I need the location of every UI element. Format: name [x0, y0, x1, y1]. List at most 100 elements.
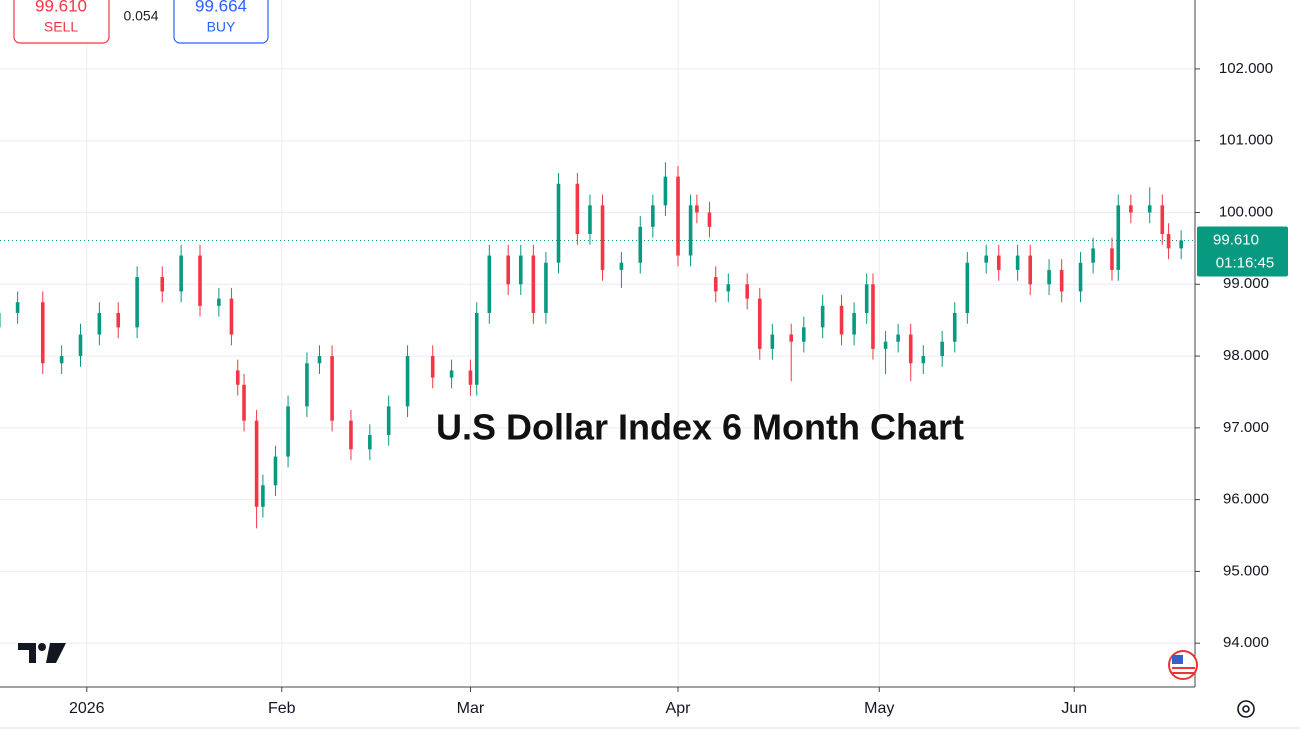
candle-body	[544, 262, 548, 313]
candle-body	[506, 255, 510, 285]
y-tick-label: 102.000	[1219, 60, 1273, 77]
candle-body	[254, 420, 259, 507]
last-price-box	[1197, 226, 1288, 277]
spread: 0.054	[123, 8, 158, 24]
candle-body	[695, 205, 699, 213]
candle-body	[78, 334, 83, 357]
candle-body	[430, 356, 435, 378]
candle-body	[984, 255, 988, 263]
x-tick-label: Apr	[666, 700, 692, 717]
candle-body	[217, 298, 221, 306]
countdown: 01:16:45	[1216, 254, 1274, 271]
candle-body	[160, 277, 165, 292]
candle-body	[1179, 240, 1183, 249]
candle-body	[575, 183, 580, 235]
candle-body	[770, 334, 775, 349]
candle-body	[1091, 248, 1095, 263]
y-tick-label: 98.000	[1223, 347, 1269, 364]
candle-body	[449, 370, 454, 378]
settings-hub	[1242, 705, 1250, 713]
candle-body	[1059, 269, 1064, 292]
candle-body	[896, 334, 900, 342]
candle-body	[405, 356, 410, 407]
candle-body	[1166, 234, 1171, 249]
candle-body	[198, 255, 202, 306]
x-tick-label: Mar	[457, 700, 485, 717]
buy-price: 99.664	[195, 0, 247, 15]
buy-label: BUY	[207, 19, 236, 35]
candle-body	[261, 485, 265, 507]
y-tick-label: 101.000	[1219, 132, 1273, 149]
buy-button[interactable]: 99.664 BUY	[173, 0, 269, 44]
candle-body	[619, 262, 624, 270]
candle-body	[663, 176, 668, 206]
candle-body	[368, 435, 372, 450]
chart-annotation: U.S Dollar Index 6 Month Chart	[436, 407, 964, 448]
candle-body	[531, 255, 536, 313]
candle-body	[317, 356, 322, 364]
candle-body	[820, 305, 825, 328]
tradingview-logo	[18, 643, 66, 663]
candle-body	[40, 302, 45, 364]
candle-body	[116, 312, 121, 328]
candle-body	[1160, 205, 1165, 235]
candle-body	[638, 226, 643, 263]
candle-body	[600, 205, 605, 270]
candle-body	[921, 356, 926, 364]
candle-body	[1047, 269, 1051, 285]
candle-body	[883, 341, 888, 349]
candle-body	[965, 262, 970, 313]
sell-box[interactable]	[13, 0, 110, 44]
x-tick-label: Feb	[268, 700, 296, 717]
y-tick-label: 100.000	[1219, 203, 1273, 220]
candle-body	[676, 176, 680, 256]
candle-body	[908, 334, 913, 364]
candle-body	[556, 183, 561, 263]
flag-canton	[1172, 655, 1183, 664]
candle-body	[487, 255, 492, 313]
y-tick-label: 95.000	[1223, 562, 1269, 579]
sell-price: 99.610	[35, 0, 87, 15]
candle-body	[651, 205, 655, 227]
y-tick-label: 94.000	[1223, 634, 1269, 651]
candle-body	[588, 205, 592, 235]
candle-body	[349, 420, 353, 450]
candles-layer	[0, 162, 1183, 529]
candle-body	[789, 334, 794, 342]
candle-body	[952, 312, 957, 342]
candle-body	[940, 341, 944, 357]
logo-part	[18, 643, 36, 663]
candle-body	[1147, 205, 1152, 213]
candle-body	[713, 277, 718, 292]
logo-part	[38, 643, 46, 651]
candle-body	[229, 298, 234, 335]
last-price-label: 99.610	[1213, 231, 1259, 248]
buy-box[interactable]	[173, 0, 269, 44]
candle-body	[179, 255, 183, 292]
x-tick-label: Jun	[1061, 700, 1087, 717]
settings-icon[interactable]	[1237, 700, 1255, 718]
x-tick-label: 2026	[69, 700, 105, 717]
candle-body	[330, 356, 334, 421]
candle-body	[1129, 205, 1133, 213]
candle-body	[474, 312, 479, 385]
candle-body	[386, 406, 391, 436]
candle-body	[0, 312, 1, 328]
candle-body	[801, 327, 806, 342]
candle-body	[286, 406, 290, 457]
candle-body	[1110, 248, 1114, 270]
sell-button[interactable]: 99.610 SELL	[13, 0, 110, 44]
candle-body	[871, 284, 875, 349]
y-tick-label: 99.000	[1223, 275, 1269, 292]
candle-body	[1116, 205, 1121, 270]
settings-gear[interactable]	[1237, 700, 1255, 718]
y-tick-label: 96.000	[1223, 491, 1269, 508]
flag-icon	[1168, 650, 1198, 680]
sell-label: SELL	[44, 19, 78, 35]
candle-body	[852, 312, 856, 335]
candle-body	[242, 384, 246, 421]
candle-body	[1028, 255, 1033, 285]
logo-part	[46, 643, 66, 663]
candle-body	[864, 284, 869, 313]
